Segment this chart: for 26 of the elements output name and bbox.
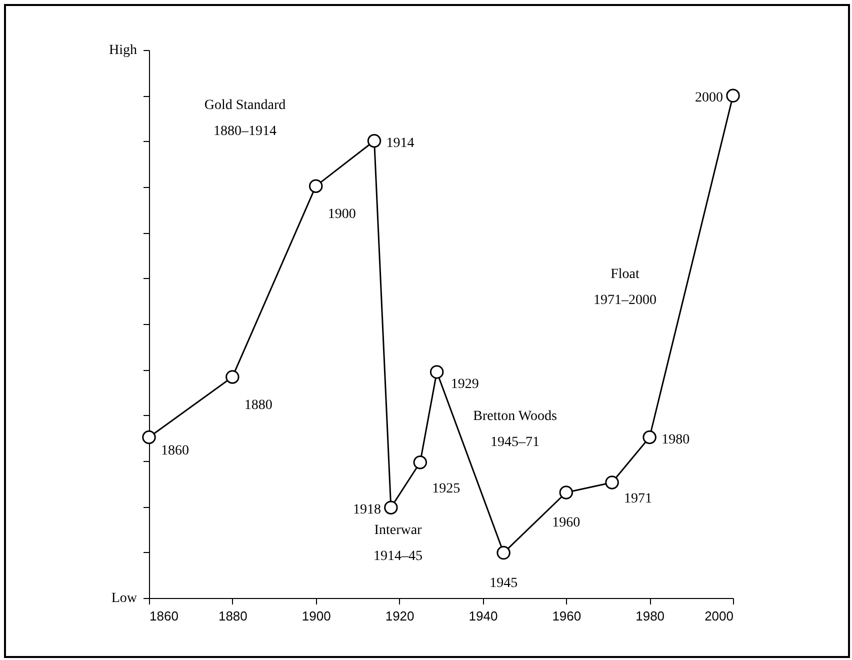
text: High xyxy=(109,43,137,58)
annotation: 1880 xyxy=(244,398,272,413)
annotation: 1980 xyxy=(662,432,690,448)
annotation: 1929 xyxy=(450,376,479,392)
annotation: Float 1971–2000 xyxy=(594,267,656,308)
annotation: 2000 xyxy=(695,90,723,106)
x-tick-label: 1880 xyxy=(218,608,248,624)
annotation: Bretton Woods 1945–71 xyxy=(473,409,557,450)
annotation: 1925 xyxy=(432,481,460,496)
annotation: 1960 xyxy=(552,516,580,531)
text: Low xyxy=(111,591,138,606)
x-tick-label: 1960 xyxy=(552,608,582,624)
x-tick-label: 2000 xyxy=(704,608,734,624)
x-tick-label: 1860 xyxy=(150,608,178,624)
x-tick-label: 1980 xyxy=(636,608,665,624)
x-tick-label: 1940 xyxy=(468,608,498,624)
annotation: 1860 xyxy=(161,443,189,458)
x-tick-label: 1900 xyxy=(302,608,331,624)
annotation: 1945 xyxy=(490,576,518,591)
x-tick-label: 1920 xyxy=(385,608,414,624)
annotation: 1914 xyxy=(386,136,414,151)
annotation: 1900 xyxy=(328,207,356,222)
annotation: Interwar 1914–45 xyxy=(374,523,422,564)
annotation: 1918 xyxy=(352,502,381,518)
annotation: Gold Standard 1880–1914 xyxy=(204,98,286,139)
annotation: 1971 xyxy=(624,491,652,506)
